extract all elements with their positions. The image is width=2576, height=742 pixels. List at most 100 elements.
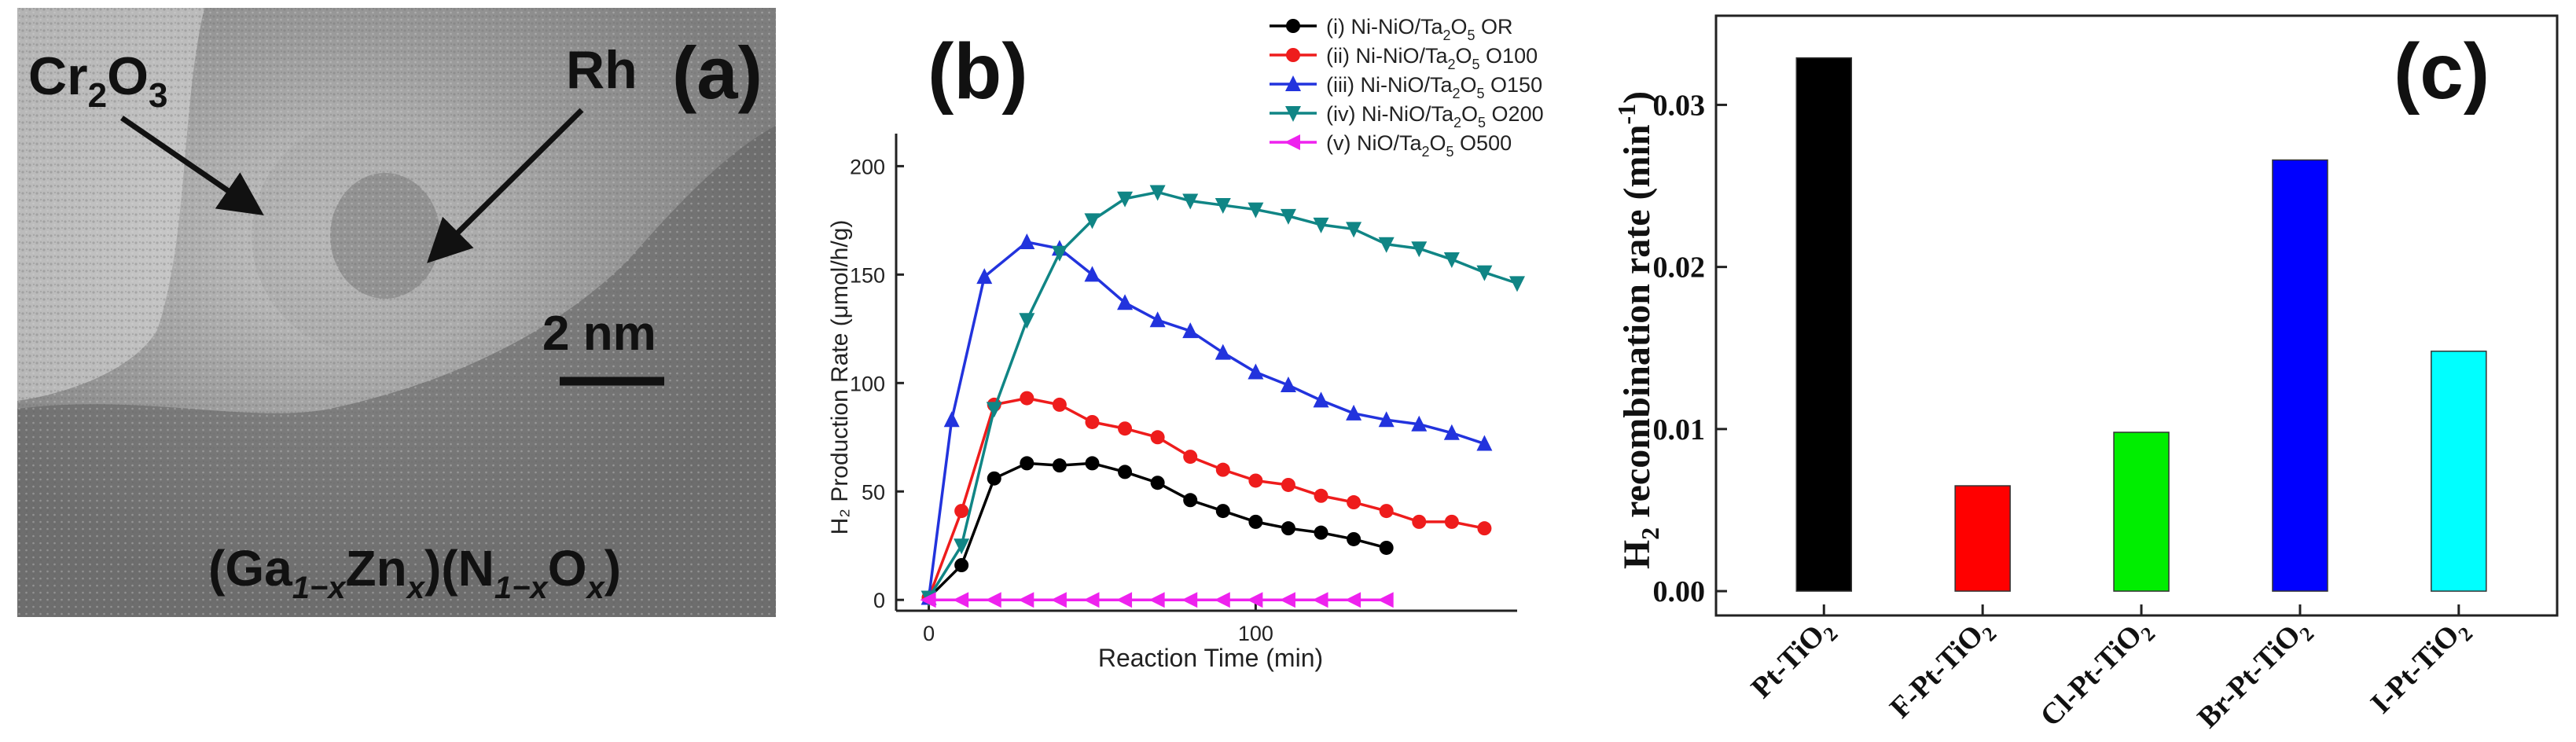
panel-c: (c) 0.00 0.01 0.02 0.03 Pt-TiO2 F-Pt-TiO2 Cl-… (1612, 14, 2559, 739)
data-point (1346, 222, 1362, 238)
legend-label-part: 5 (1477, 86, 1485, 101)
data-point (1214, 592, 1230, 608)
legend-label-part: 2 (1443, 28, 1451, 43)
panel-b-x-label: Reaction Time (min) (1098, 644, 1323, 672)
data-point (1248, 514, 1263, 529)
legend-label-part: O (1451, 15, 1468, 39)
series-5 (920, 592, 1394, 608)
series-3 (921, 233, 1493, 605)
panel-b-y-tick-label: 100 (850, 372, 885, 395)
data-point (976, 268, 993, 285)
data-point (1149, 311, 1166, 328)
legend-label-part: 5 (1478, 115, 1486, 130)
rh-label: Rh (566, 40, 638, 100)
data-point (1182, 193, 1199, 210)
data-point (1314, 525, 1328, 540)
legend-swatch-marker (1286, 19, 1300, 33)
data-point (953, 592, 969, 608)
panel-c-y-ticks: 0.00 0.01 0.02 0.03 (1653, 89, 1727, 608)
data-point (1215, 462, 1230, 477)
panel-b-y-tick-label: 0 (873, 589, 885, 612)
legend-label: (ii) Ni-NiO/Ta2O5 O100 (1326, 44, 1538, 72)
data-point (1050, 592, 1067, 608)
legend-label-part: O100 (1480, 44, 1538, 68)
data-point (1346, 404, 1362, 421)
bar-I-Pt-TiO2 (2431, 351, 2487, 592)
legend-label-part: 5 (1446, 144, 1454, 160)
data-point (1281, 521, 1295, 536)
bar-F-Pt-TiO2 (1954, 485, 2011, 592)
data-point (986, 402, 1002, 418)
data-point (1150, 476, 1165, 490)
data-point (1378, 237, 1395, 253)
data-point (1280, 377, 1296, 393)
data-point (1083, 592, 1100, 608)
legend-label-part: (i) Ni-NiO/Ta (1326, 15, 1443, 39)
legend-label-part: (ii) Ni-NiO/Ta (1326, 44, 1448, 68)
legend-item: (ii) Ni-NiO/Ta2O5 O100 (1270, 44, 1538, 72)
data-point (1116, 592, 1133, 608)
legend-label-part: (iv) Ni-NiO/Ta (1326, 102, 1454, 126)
legend-swatch-marker (1286, 48, 1300, 62)
legend-label: (iii) Ni-NiO/Ta2O5 O150 (1326, 73, 1542, 101)
data-point (1412, 514, 1427, 529)
legend-label: (v) NiO/Ta2O5 O500 (1326, 131, 1512, 160)
data-point (1377, 592, 1394, 608)
data-point (1117, 294, 1134, 310)
panel-b-label: (b) (928, 28, 1028, 116)
legend-swatch-marker (1285, 75, 1301, 91)
data-point (1347, 495, 1361, 510)
data-point (985, 592, 1001, 608)
data-point (1248, 202, 1264, 219)
panel-b-y-ticks: 0 50 100 150 200 (850, 155, 904, 612)
data-point (1345, 592, 1361, 608)
data-point (1312, 592, 1328, 608)
series-1 (921, 456, 1394, 605)
data-point (1183, 493, 1198, 508)
panel-c-x-tick-label: Pt-TiO2 (1745, 612, 1843, 709)
panel-c-label: (c) (2394, 28, 2490, 116)
data-point (1020, 456, 1034, 471)
legend-item: (iv) Ni-NiO/Ta2O5 O200 (1270, 102, 1544, 130)
legend-label-part: 2 (1448, 57, 1456, 72)
data-point (1313, 217, 1329, 233)
category-label-base: Cl-Pt-TiO (2034, 619, 2149, 733)
panel-c-frame (1714, 14, 2559, 617)
data-point (1443, 252, 1460, 269)
panel-c-x-ticks: Pt-TiO2 F-Pt-TiO2 Cl-Pt-TiO2 Br-Pt-TiO2 I-Pt… (1745, 604, 2477, 739)
data-point (1347, 531, 1361, 546)
data-point (1051, 245, 1068, 262)
panel-c-x-tick-label: Br-Pt-TiO2 (2191, 612, 2318, 739)
panel-b-x-tick-label: 100 (1238, 622, 1273, 645)
panel-b-x-ticks: 0 100 (923, 603, 1273, 645)
legend-label-part: (v) NiO/Ta (1326, 131, 1422, 155)
data-point (1084, 266, 1101, 282)
panel-c-bars (1795, 57, 2487, 592)
data-point (1477, 521, 1492, 536)
data-point (1085, 456, 1100, 471)
category-label-base: Br-Pt-TiO (2191, 619, 2307, 735)
data-point (1476, 265, 1493, 281)
panel-b-y-tick-label: 150 (850, 263, 885, 287)
data-point (1379, 540, 1394, 555)
legend-label-part: 5 (1468, 28, 1475, 43)
series-line (927, 396, 1485, 599)
data-point (1281, 477, 1295, 492)
data-point (920, 592, 936, 608)
data-point (1248, 363, 1264, 380)
legend-label-part: O200 (1486, 102, 1544, 126)
panel-c-x-tick-label: F-Pt-TiO2 (1883, 612, 2001, 729)
panel-c-y-tick-label: 0.03 (1653, 89, 1706, 122)
panel-b-legend: (i) Ni-NiO/Ta2O5 OR(ii) Ni-NiO/Ta2O5 O10… (1270, 15, 1544, 160)
cr2o3-arrow (120, 116, 264, 215)
data-point (1215, 198, 1231, 215)
legend-label-part: O500 (1454, 131, 1512, 155)
legend-item: (iii) Ni-NiO/Ta2O5 O150 (1270, 73, 1542, 101)
data-point (1181, 592, 1198, 608)
data-point (1118, 421, 1133, 436)
cr2o3-label: Cr2O3 (28, 46, 167, 115)
bar-Cl-Pt-TiO2 (2113, 432, 2170, 592)
legend-label-part: O150 (1485, 73, 1543, 97)
series-line (928, 190, 1518, 599)
legend-label-part: O (1461, 73, 1477, 97)
